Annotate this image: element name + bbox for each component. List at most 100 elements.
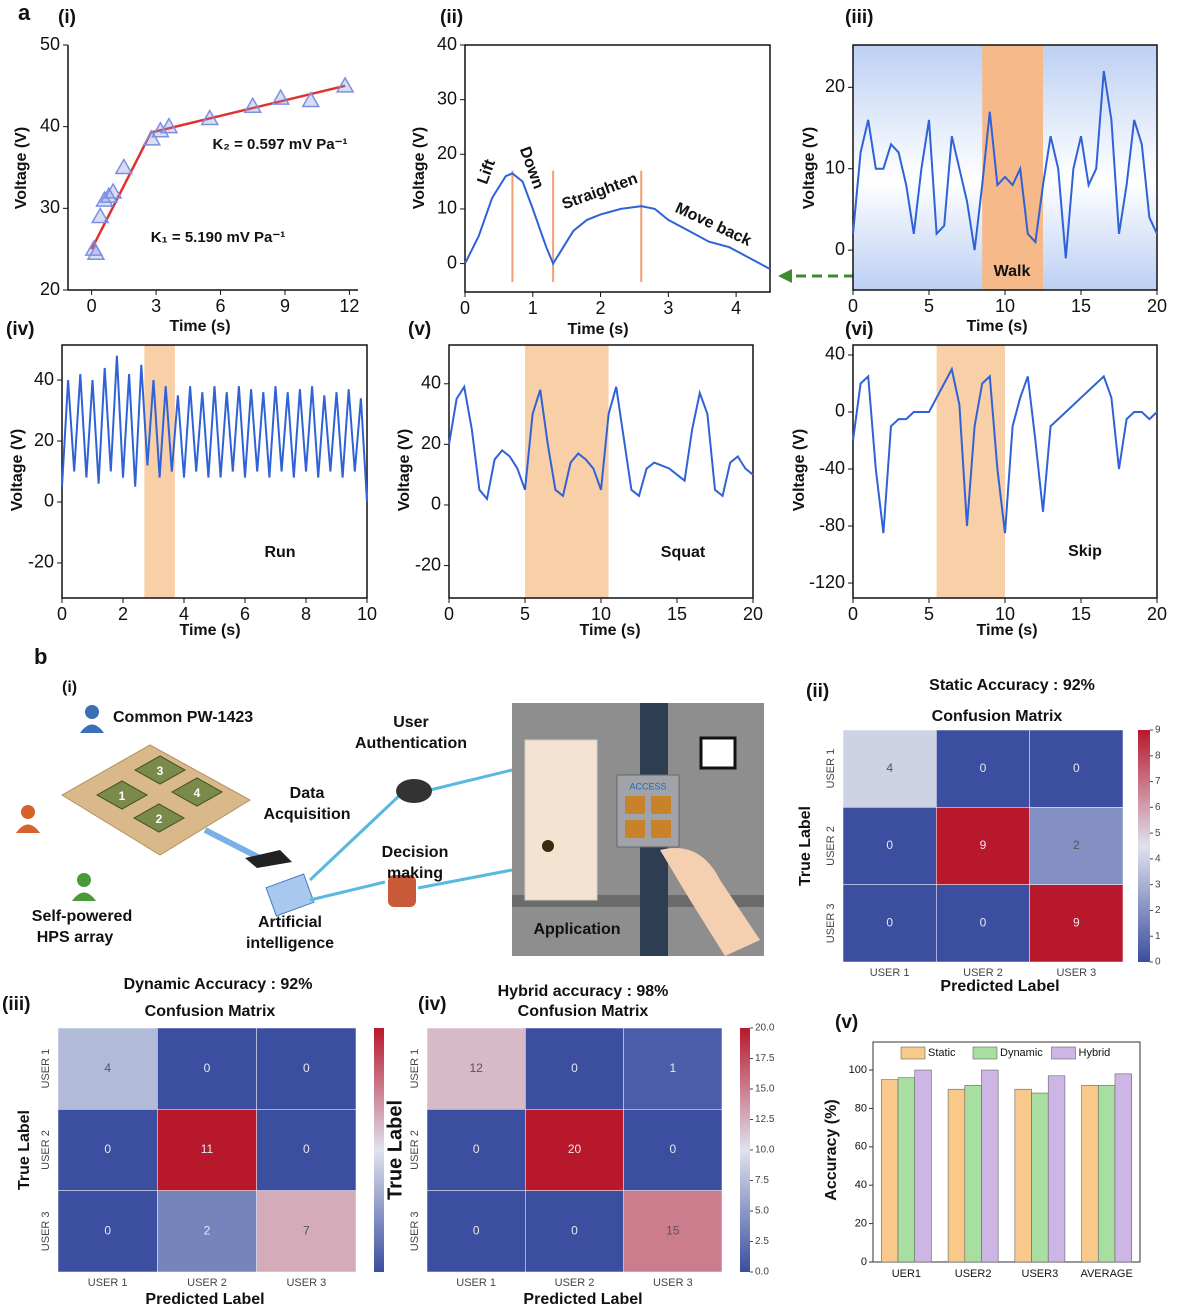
pad-number: 1 <box>119 789 126 803</box>
x-tick-label: USER 2 <box>555 1277 595 1289</box>
y-tick-label: -80 <box>819 515 845 535</box>
y-tick-label: 50 <box>40 34 60 54</box>
cell-label: 0 <box>303 1142 310 1156</box>
cell-label: 0 <box>303 1061 310 1075</box>
colorbar-tick-label: 4 <box>1155 854 1161 865</box>
x-tick-label: USER 1 <box>870 967 910 979</box>
label: Acquisition <box>263 806 350 823</box>
colorbar <box>1138 730 1150 962</box>
x-tick-label: 10 <box>591 604 611 624</box>
y-tick-label: USER 3 <box>409 1211 421 1251</box>
x-tick-label: USER 3 <box>1056 967 1096 979</box>
x-tick-label: 4 <box>179 604 189 624</box>
cell-label: 0 <box>980 761 987 775</box>
y-tick-label: 40 <box>34 369 54 389</box>
colorbar-tick-label: 10.0 <box>755 1145 775 1156</box>
y-tick-label: -120 <box>809 572 845 592</box>
colorbar-tick-label: 5.0 <box>755 1206 769 1217</box>
panel-label: (ii) <box>440 7 463 28</box>
sign <box>701 738 735 768</box>
colorbar-tick-label: 0 <box>1155 957 1161 968</box>
colorbar-tick-label: 8 <box>1155 750 1161 761</box>
band-label: Walk <box>994 263 1031 280</box>
y-tick-label: 0 <box>835 239 845 259</box>
chip <box>266 874 314 916</box>
pad-number: 3 <box>157 764 164 778</box>
y-tick-label: 0 <box>447 252 457 272</box>
y-tick-label: 20 <box>855 1218 867 1230</box>
x-tick-label: 4 <box>731 298 741 318</box>
colorbar-tick-label: 3 <box>1155 879 1161 890</box>
x-tick-label: USER2 <box>955 1268 992 1280</box>
x-tick-label: AVERAGE <box>1080 1268 1132 1280</box>
label: User <box>393 714 429 731</box>
y-axis-label: Voltage (V) <box>396 429 413 511</box>
y-axis-label: Voltage (V) <box>791 429 808 511</box>
plot-frame <box>465 45 770 292</box>
cell-label: 9 <box>980 838 987 852</box>
marker <box>245 98 261 112</box>
x-tick-label: 0 <box>57 604 67 624</box>
colorbar-tick-label: 2.5 <box>755 1236 769 1247</box>
y-tick-label: 40 <box>437 34 457 54</box>
y-tick-label: -20 <box>28 552 54 572</box>
label: Authentication <box>355 735 467 752</box>
cell-label: 2 <box>204 1224 211 1238</box>
cell-label: 7 <box>303 1224 310 1238</box>
x-tick-label: 9 <box>280 296 290 316</box>
y-tick-label: -20 <box>415 554 441 574</box>
user-icon <box>72 893 96 902</box>
panel-label: (v) <box>835 1012 858 1033</box>
x-tick-label: 12 <box>339 296 359 316</box>
marker <box>92 209 108 223</box>
y-tick-label: 40 <box>825 344 845 364</box>
y-tick-label: USER 3 <box>825 903 837 943</box>
panel-label: (ii) <box>806 681 829 702</box>
bar <box>965 1085 982 1262</box>
x-tick-label: 3 <box>151 296 161 316</box>
panel-letter: a <box>18 0 31 25</box>
chart-subtitle: Confusion Matrix <box>145 1003 276 1020</box>
cell-label: 0 <box>473 1142 480 1156</box>
door-knob <box>542 840 554 852</box>
label: HPS array <box>37 929 114 946</box>
label: Data <box>290 785 325 802</box>
x-axis-label: Predicted Label <box>145 1291 264 1308</box>
cable <box>205 830 260 858</box>
user-icon <box>85 705 99 719</box>
label: intelligence <box>246 935 334 952</box>
key <box>625 796 645 814</box>
bar <box>981 1070 998 1262</box>
x-tick-label: 0 <box>848 296 858 316</box>
bar <box>948 1089 965 1262</box>
cell-label: 0 <box>104 1224 111 1238</box>
cell-label: 0 <box>886 916 893 930</box>
panel-letter: b <box>34 644 47 669</box>
colorbar-tick-label: 2 <box>1155 905 1161 916</box>
x-tick-label: USER3 <box>1022 1268 1059 1280</box>
x-axis-label: Time (s) <box>579 622 640 639</box>
cell-label: 0 <box>980 916 987 930</box>
panel-label: (iv) <box>6 319 35 340</box>
legend-swatch <box>1052 1047 1076 1059</box>
keypad-label: ACCESS <box>629 781 666 791</box>
x-tick-label: 0 <box>444 604 454 624</box>
diagram: (i) Common PW-1423 3 4 1 2 Self-powered … <box>16 679 764 956</box>
colorbar-tick-label: 15.0 <box>755 1084 775 1095</box>
y-tick-label: 40 <box>40 115 60 135</box>
annotation: Lift <box>474 157 499 187</box>
chart-title: Hybrid accuracy : 98% <box>498 983 669 1000</box>
label: Common PW-1423 <box>113 709 253 726</box>
legend-label: Hybrid <box>1079 1047 1111 1059</box>
key <box>651 820 671 838</box>
y-tick-label: 100 <box>849 1064 867 1076</box>
x-tick-label: 2 <box>596 298 606 318</box>
y-tick-label: 60 <box>855 1141 867 1153</box>
y-tick-label: USER 3 <box>40 1211 52 1251</box>
y-axis-label: Voltage (V) <box>411 127 428 209</box>
y-tick-label: 10 <box>825 157 845 177</box>
signal-line <box>62 356 367 502</box>
y-tick-label: USER 2 <box>409 1130 421 1170</box>
plot-frame <box>62 345 367 598</box>
x-tick-label: USER 3 <box>286 1277 326 1289</box>
